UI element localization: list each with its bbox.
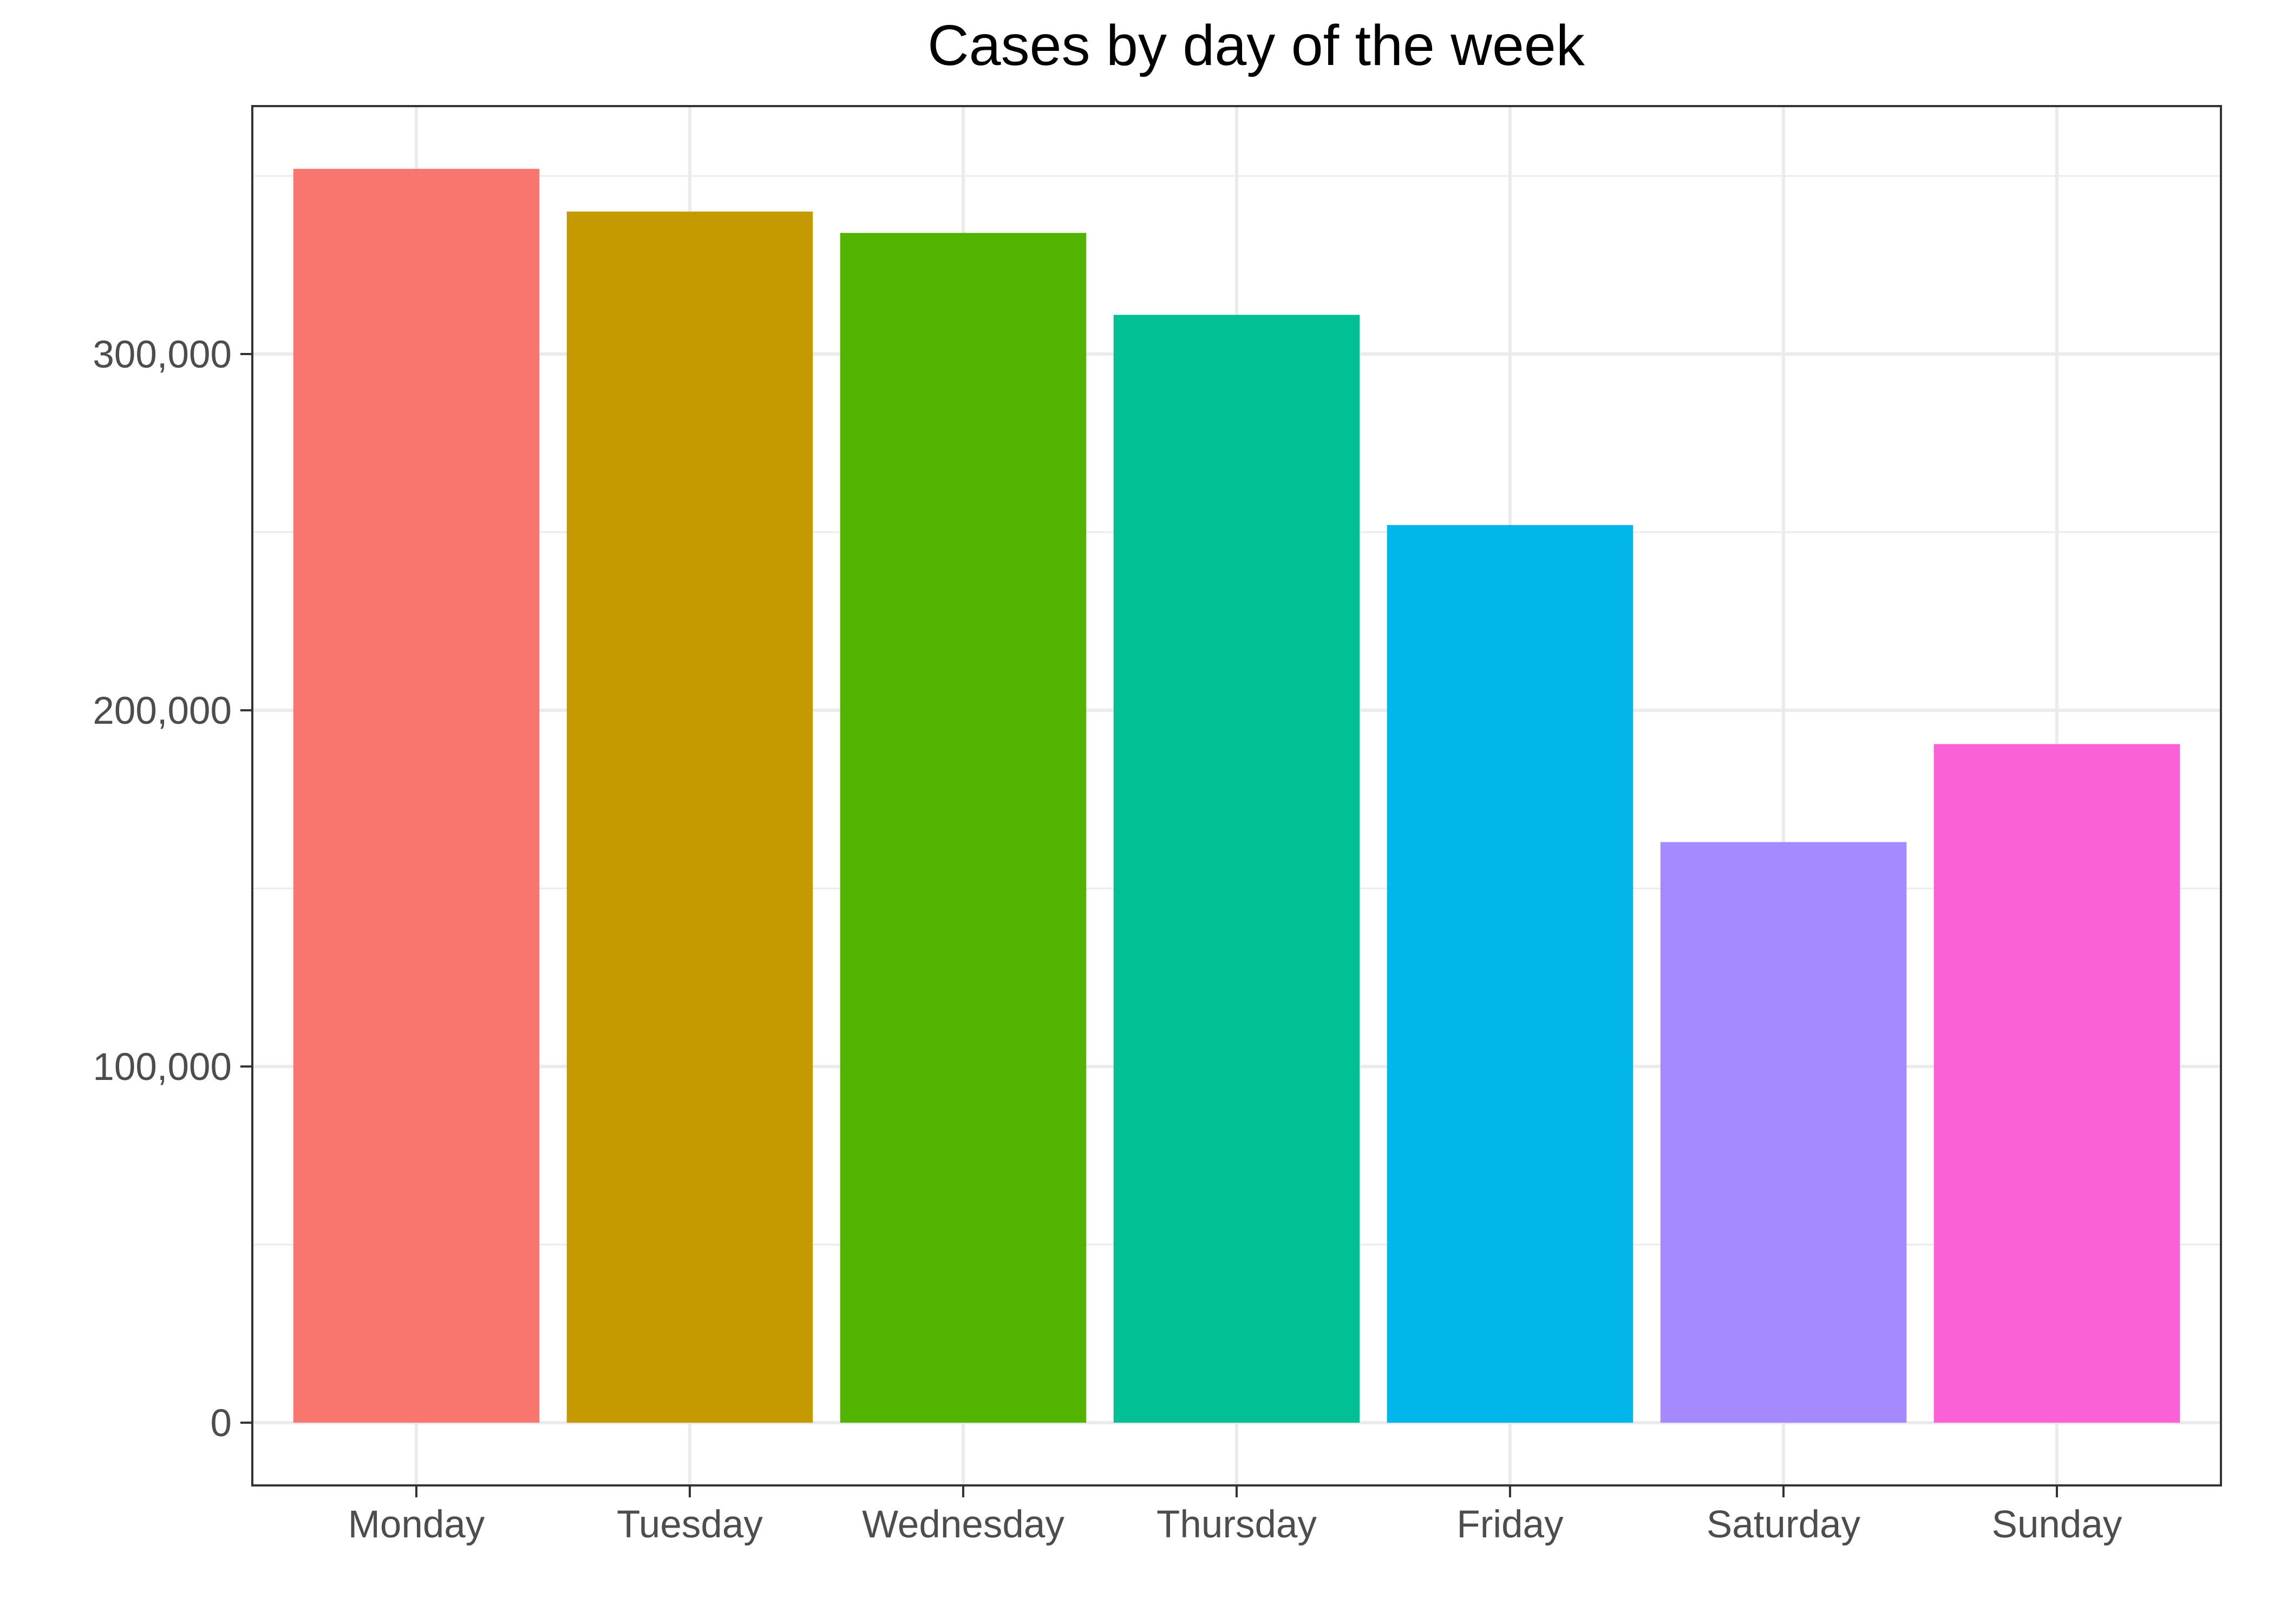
bar-saturday xyxy=(1660,842,1907,1423)
x-tick-label-saturday: Saturday xyxy=(1707,1503,1861,1546)
y-tick-label: 300,000 xyxy=(93,333,232,376)
x-tick-label-thursday: Thursday xyxy=(1156,1503,1317,1546)
y-tick-label: 0 xyxy=(211,1402,232,1445)
y-tick-label: 100,000 xyxy=(93,1046,232,1089)
chart-title: Cases by day of the week xyxy=(927,14,1585,77)
y-axis: 0 100,000 200,000 300,000 xyxy=(93,333,252,1445)
x-tick-label-friday: Friday xyxy=(1456,1503,1564,1546)
x-axis: Monday Tuesday Wednesday Thursday Friday Satu… xyxy=(348,1485,2122,1546)
bar-friday xyxy=(1387,525,1633,1423)
x-tick-label-wednesday: Wednesday xyxy=(862,1503,1064,1546)
bar-thursday xyxy=(1113,315,1360,1423)
bars xyxy=(293,168,2180,1423)
x-tick-label-tuesday: Tuesday xyxy=(617,1503,763,1546)
bar-monday xyxy=(293,168,540,1423)
x-tick-label-sunday: Sunday xyxy=(1992,1503,2122,1546)
y-tick-label: 200,000 xyxy=(93,690,232,732)
bar-wednesday xyxy=(840,233,1087,1423)
bar-tuesday xyxy=(566,211,813,1423)
x-tick-label-monday: Monday xyxy=(348,1503,485,1546)
bar-sunday xyxy=(1933,744,2180,1423)
